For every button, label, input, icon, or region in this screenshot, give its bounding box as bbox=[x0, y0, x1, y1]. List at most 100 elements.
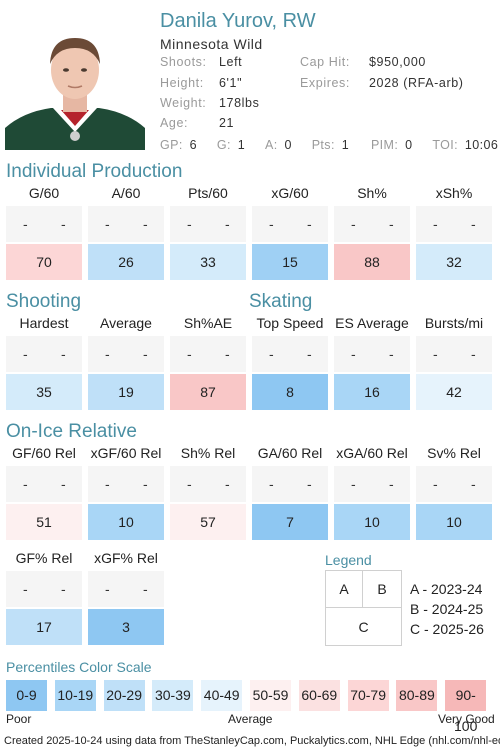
shooting-header-hardest: Hardest bbox=[19, 315, 69, 331]
season-a-value: - bbox=[433, 216, 438, 232]
individual-prior-cell-sh: -- bbox=[334, 206, 410, 242]
individual-percentile-cell-sh: 88 bbox=[334, 244, 410, 280]
scale-bin-40-49: 40-49 bbox=[201, 680, 243, 711]
individual-header-xsh: xSh% bbox=[435, 185, 473, 201]
season-a-value: - bbox=[23, 216, 28, 232]
pts-value: 1 bbox=[341, 138, 350, 152]
scale-very-good-label: Very Good bbox=[438, 712, 495, 726]
season-a-value: - bbox=[269, 346, 274, 362]
shooting-percentile-cell-sh-ae: 87 bbox=[170, 374, 246, 410]
scale-bin-60-69: 60-69 bbox=[298, 680, 340, 711]
season-a-value: - bbox=[23, 346, 28, 362]
season-a-value: - bbox=[23, 581, 28, 597]
scale-bin-90-100: 90-100 bbox=[445, 680, 487, 734]
individual-prior-cell-a-60: -- bbox=[88, 206, 164, 242]
caphit-label: Cap Hit: bbox=[300, 55, 350, 69]
individual-percentile-cell-pts-60: 33 bbox=[170, 244, 246, 280]
onice-header-xga-60-rel: xGA/60 Rel bbox=[336, 445, 408, 461]
toi-value: 10:06 bbox=[464, 138, 499, 152]
height-label: Height: bbox=[160, 76, 204, 90]
season-b-value: - bbox=[143, 216, 148, 232]
shooting-percentile-cell-average: 19 bbox=[88, 374, 164, 410]
season-a-value: - bbox=[105, 216, 110, 232]
section-shooting: Shooting bbox=[6, 291, 82, 312]
season-b-value: - bbox=[225, 346, 230, 362]
g-value: 1 bbox=[237, 138, 246, 152]
individual-header-a-60: A/60 bbox=[111, 185, 141, 201]
season-a-value: - bbox=[351, 476, 356, 492]
onice-header-ga-60-rel: GA/60 Rel bbox=[257, 445, 323, 461]
section-skating: Skating bbox=[249, 291, 313, 312]
pts-label: Pts: bbox=[311, 138, 335, 152]
expires-label: Expires: bbox=[300, 76, 350, 90]
a-label: A: bbox=[264, 138, 278, 152]
scale-title: Percentiles Color Scale bbox=[6, 659, 152, 675]
season-a-value: - bbox=[351, 346, 356, 362]
shooting-header-average: Average bbox=[100, 315, 152, 331]
footer-credit: Created 2025-10-24 using data from TheSt… bbox=[4, 735, 500, 747]
individual-header-xg-60: xG/60 bbox=[271, 185, 309, 201]
skating-header-top-speed: Top Speed bbox=[256, 315, 324, 331]
season-b-value: - bbox=[143, 476, 148, 492]
scale-bin-0-9: 0-9 bbox=[6, 680, 47, 711]
scale-average-label: Average bbox=[228, 712, 273, 726]
caphit-value: $950,000 bbox=[369, 55, 426, 69]
section-individual-production: Individual Production bbox=[6, 161, 183, 182]
weight-label: Weight: bbox=[160, 96, 207, 110]
onice2-header-gf-rel: GF% Rel bbox=[15, 550, 73, 566]
onice-percentile-cell-xga-60-rel: 10 bbox=[334, 504, 410, 540]
onice-header-sv-rel: Sv% Rel bbox=[427, 445, 481, 461]
gp-value: 6 bbox=[189, 138, 197, 152]
expires-value: 2028 (RFA-arb) bbox=[369, 76, 464, 90]
onice2-percentile-cell-gf-rel: 17 bbox=[6, 609, 82, 645]
legend-box-c: C bbox=[325, 607, 402, 646]
onice2-prior-cell-gf-rel: -- bbox=[6, 571, 82, 607]
season-b-value: - bbox=[307, 346, 312, 362]
season-a-value: - bbox=[23, 476, 28, 492]
season-b-value: - bbox=[389, 476, 394, 492]
onice-header-gf-60-rel: GF/60 Rel bbox=[12, 445, 76, 461]
onice-prior-cell-sh-rel: -- bbox=[170, 466, 246, 502]
season-b-value: - bbox=[61, 346, 66, 362]
individual-percentile-cell-a-60: 26 bbox=[88, 244, 164, 280]
skating-prior-cell-top-speed: -- bbox=[252, 336, 328, 372]
shooting-prior-cell-sh-ae: -- bbox=[170, 336, 246, 372]
scale-bin-30-39: 30-39 bbox=[152, 680, 194, 711]
season-a-value: - bbox=[351, 216, 356, 232]
onice-prior-cell-ga-60-rel: -- bbox=[252, 466, 328, 502]
individual-percentile-cell-xg-60: 15 bbox=[252, 244, 328, 280]
legend-line-c: C - 2025-26 bbox=[410, 621, 484, 637]
onice2-header-xgf-rel: xGF% Rel bbox=[94, 550, 158, 566]
legend-line-b: B - 2024-25 bbox=[410, 601, 484, 617]
individual-prior-cell-pts-60: -- bbox=[170, 206, 246, 242]
team-name: Minnesota Wild bbox=[160, 36, 263, 52]
individual-percentile-cell-xsh: 32 bbox=[416, 244, 492, 280]
season-a-value: - bbox=[105, 346, 110, 362]
onice-percentile-cell-sh-rel: 57 bbox=[170, 504, 246, 540]
onice-prior-cell-sv-rel: -- bbox=[416, 466, 492, 502]
pim-value: 0 bbox=[405, 138, 413, 152]
scale-bin-80-89: 80-89 bbox=[396, 680, 438, 711]
skating-header-bursts-mi: Bursts/mi bbox=[424, 315, 484, 331]
shoots-label: Shoots: bbox=[160, 55, 207, 69]
individual-prior-cell-xg-60: -- bbox=[252, 206, 328, 242]
onice-prior-cell-xga-60-rel: -- bbox=[334, 466, 410, 502]
section-on-ice-relative: On-Ice Relative bbox=[6, 421, 137, 442]
season-b-value: - bbox=[143, 581, 148, 597]
weight-value: 178lbs bbox=[219, 96, 260, 110]
scale-bin-20-29: 20-29 bbox=[103, 680, 145, 711]
season-b-value: - bbox=[61, 581, 66, 597]
season-a-value: - bbox=[269, 476, 274, 492]
age-value: 21 bbox=[219, 116, 235, 130]
season-a-value: - bbox=[187, 346, 192, 362]
season-b-value: - bbox=[225, 216, 230, 232]
season-b-value: - bbox=[225, 476, 230, 492]
season-b-value: - bbox=[471, 216, 476, 232]
onice-percentile-cell-sv-rel: 10 bbox=[416, 504, 492, 540]
pim-label: PIM: bbox=[370, 138, 399, 152]
scale-bin-50-59: 50-59 bbox=[250, 680, 291, 711]
season-a-value: - bbox=[269, 216, 274, 232]
season-b-value: - bbox=[307, 476, 312, 492]
onice-header-xgf-60-rel: xGF/60 Rel bbox=[90, 445, 162, 461]
season-b-value: - bbox=[471, 346, 476, 362]
